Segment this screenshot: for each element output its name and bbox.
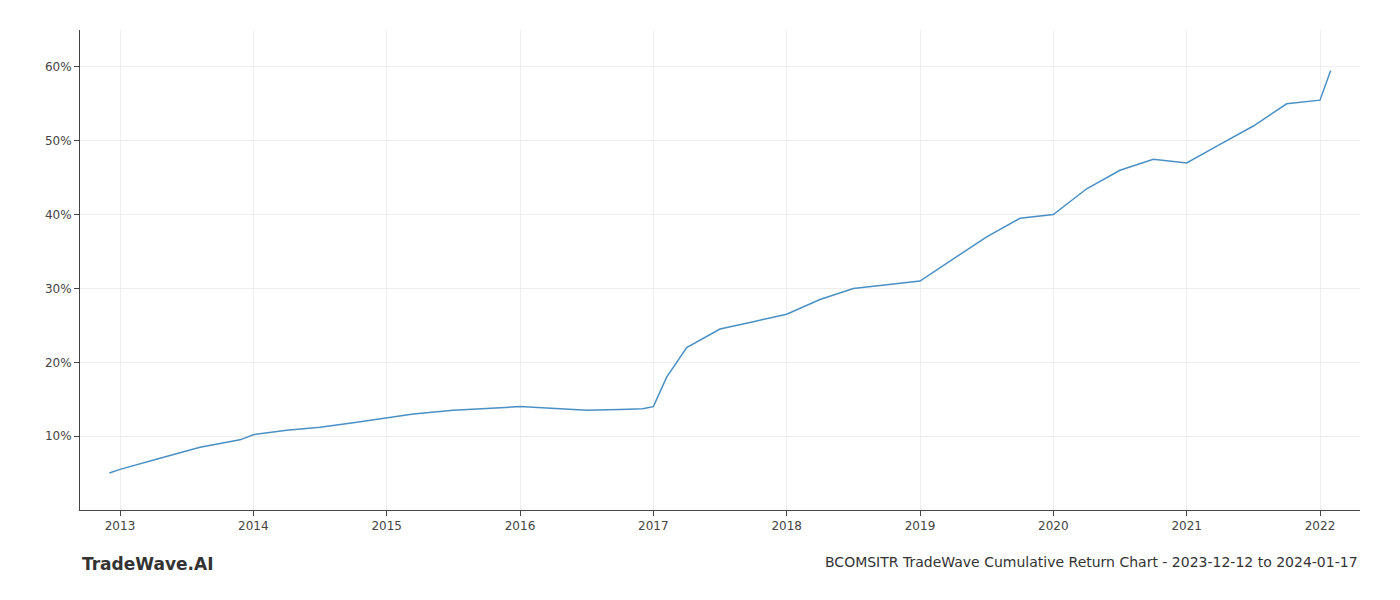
svg-text:BCOMSITR TradeWave Cumulative: BCOMSITR TradeWave Cumulative Return Cha…: [825, 554, 1358, 570]
svg-text:10%: 10%: [45, 429, 72, 443]
svg-text:30%: 30%: [45, 282, 72, 296]
svg-text:2018: 2018: [771, 519, 802, 533]
svg-text:2016: 2016: [505, 519, 536, 533]
svg-text:40%: 40%: [45, 208, 72, 222]
svg-text:2015: 2015: [371, 519, 402, 533]
svg-text:2017: 2017: [638, 519, 669, 533]
svg-text:TradeWave.AI: TradeWave.AI: [82, 554, 213, 574]
svg-text:2013: 2013: [105, 519, 136, 533]
svg-text:2019: 2019: [905, 519, 936, 533]
svg-text:60%: 60%: [45, 60, 72, 74]
svg-text:2020: 2020: [1038, 519, 1069, 533]
svg-text:2021: 2021: [1171, 519, 1202, 533]
svg-text:2022: 2022: [1305, 519, 1336, 533]
svg-text:50%: 50%: [45, 134, 72, 148]
svg-text:20%: 20%: [45, 356, 72, 370]
svg-text:2014: 2014: [238, 519, 269, 533]
